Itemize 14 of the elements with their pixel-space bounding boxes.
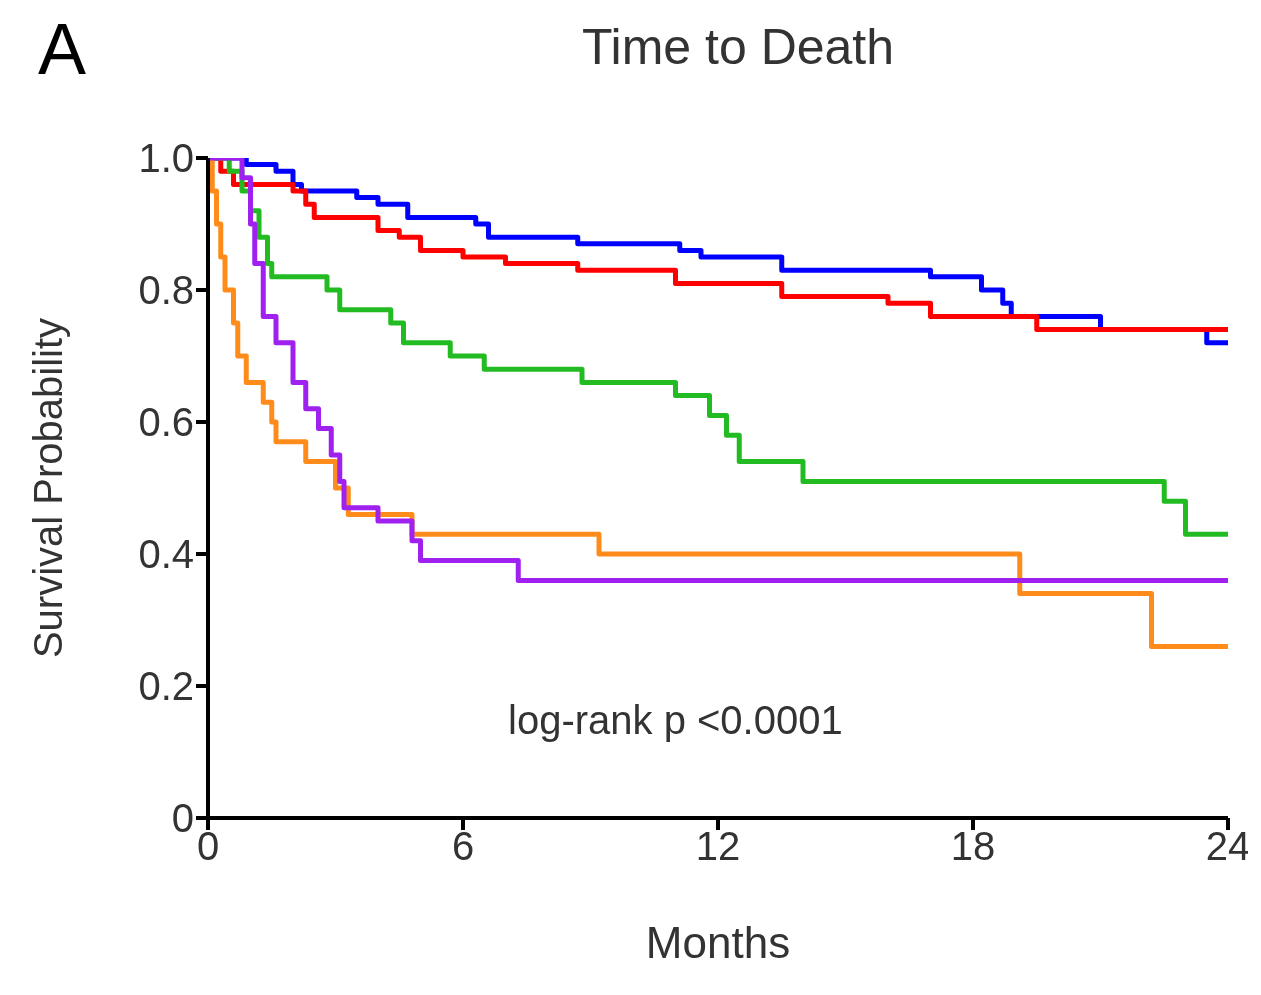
x-tick-label: 12 <box>695 824 741 869</box>
y-tick-label: 0.2 <box>138 664 194 709</box>
y-tick-label: 0.6 <box>138 400 194 445</box>
text: A <box>38 8 87 90</box>
x-tick-label: 6 <box>451 824 475 869</box>
x-tick-label: 18 <box>950 824 996 869</box>
x-axis-title: Months <box>645 918 791 967</box>
annotation: log-rank p <0.0001 <box>508 698 843 743</box>
y-tick-label: 0 <box>171 796 194 841</box>
y-tick-label: 0.8 <box>138 268 194 313</box>
y-tick-label: 0.4 <box>138 532 194 577</box>
y-tick-label: 1.0 <box>138 136 194 181</box>
y-axis-title: Survival Probability <box>26 317 71 659</box>
chart-title: Time to Death <box>580 18 896 76</box>
